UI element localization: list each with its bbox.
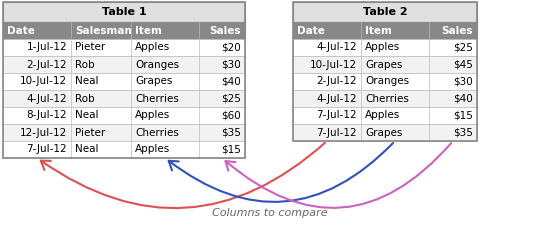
Text: Date: Date xyxy=(7,25,35,36)
Text: $35: $35 xyxy=(453,128,473,137)
Text: Neal: Neal xyxy=(75,145,98,155)
Text: $35: $35 xyxy=(221,128,241,137)
Bar xyxy=(3,90,245,107)
Text: $60: $60 xyxy=(221,110,241,121)
Text: Oranges: Oranges xyxy=(365,76,409,86)
Text: Date: Date xyxy=(297,25,325,36)
Text: Table 1: Table 1 xyxy=(102,7,146,17)
Bar xyxy=(3,141,245,158)
Text: $40: $40 xyxy=(453,94,473,103)
Bar xyxy=(3,124,245,141)
Bar xyxy=(293,39,477,56)
Text: $45: $45 xyxy=(453,60,473,70)
Text: 2-Jul-12: 2-Jul-12 xyxy=(316,76,357,86)
Bar xyxy=(293,73,477,90)
Text: Salesman: Salesman xyxy=(75,25,132,36)
FancyArrowPatch shape xyxy=(41,143,325,208)
Bar xyxy=(293,2,477,22)
Text: Cherries: Cherries xyxy=(135,94,179,103)
Text: Sales: Sales xyxy=(209,25,241,36)
Bar xyxy=(293,56,477,73)
Text: Apples: Apples xyxy=(135,110,170,121)
Text: $25: $25 xyxy=(453,43,473,52)
Text: $20: $20 xyxy=(221,43,241,52)
Text: Rob: Rob xyxy=(75,60,95,70)
Bar xyxy=(3,107,245,124)
Text: Table 2: Table 2 xyxy=(362,7,407,17)
Text: 12-Jul-12: 12-Jul-12 xyxy=(20,128,67,137)
Text: Item: Item xyxy=(135,25,162,36)
Text: 1-Jul-12: 1-Jul-12 xyxy=(27,43,67,52)
Bar xyxy=(3,2,245,158)
Bar xyxy=(293,107,477,124)
Bar xyxy=(293,2,477,141)
Text: Pieter: Pieter xyxy=(75,128,105,137)
Text: Grapes: Grapes xyxy=(365,60,403,70)
Text: Grapes: Grapes xyxy=(365,128,403,137)
Text: Neal: Neal xyxy=(75,110,98,121)
Bar xyxy=(293,22,477,39)
Text: 4-Jul-12: 4-Jul-12 xyxy=(316,43,357,52)
Text: 10-Jul-12: 10-Jul-12 xyxy=(310,60,357,70)
Text: Pieter: Pieter xyxy=(75,43,105,52)
Text: Apples: Apples xyxy=(365,43,400,52)
Text: 7-Jul-12: 7-Jul-12 xyxy=(27,145,67,155)
Text: Cherries: Cherries xyxy=(135,128,179,137)
Text: Oranges: Oranges xyxy=(135,60,179,70)
Bar xyxy=(293,90,477,107)
Bar xyxy=(3,2,245,22)
Text: Cherries: Cherries xyxy=(365,94,409,103)
Text: Columns to compare: Columns to compare xyxy=(212,208,328,218)
Text: Item: Item xyxy=(365,25,392,36)
Text: Rob: Rob xyxy=(75,94,95,103)
Text: $30: $30 xyxy=(453,76,473,86)
Text: Apples: Apples xyxy=(135,43,170,52)
Text: 4-Jul-12: 4-Jul-12 xyxy=(27,94,67,103)
Text: Neal: Neal xyxy=(75,76,98,86)
Text: 7-Jul-12: 7-Jul-12 xyxy=(316,128,357,137)
Text: $40: $40 xyxy=(221,76,241,86)
Text: $15: $15 xyxy=(221,145,241,155)
Text: $25: $25 xyxy=(221,94,241,103)
FancyArrowPatch shape xyxy=(226,143,451,208)
Text: 8-Jul-12: 8-Jul-12 xyxy=(27,110,67,121)
Text: 4-Jul-12: 4-Jul-12 xyxy=(316,94,357,103)
Bar xyxy=(3,73,245,90)
Bar xyxy=(3,39,245,56)
Text: 7-Jul-12: 7-Jul-12 xyxy=(316,110,357,121)
Text: 10-Jul-12: 10-Jul-12 xyxy=(20,76,67,86)
Bar xyxy=(3,22,245,39)
FancyArrowPatch shape xyxy=(169,143,393,202)
Text: $30: $30 xyxy=(221,60,241,70)
Text: Apples: Apples xyxy=(365,110,400,121)
Text: Sales: Sales xyxy=(441,25,473,36)
Text: 2-Jul-12: 2-Jul-12 xyxy=(27,60,67,70)
Text: Apples: Apples xyxy=(135,145,170,155)
Bar xyxy=(293,124,477,141)
Text: $15: $15 xyxy=(453,110,473,121)
Bar xyxy=(3,56,245,73)
Text: Grapes: Grapes xyxy=(135,76,173,86)
